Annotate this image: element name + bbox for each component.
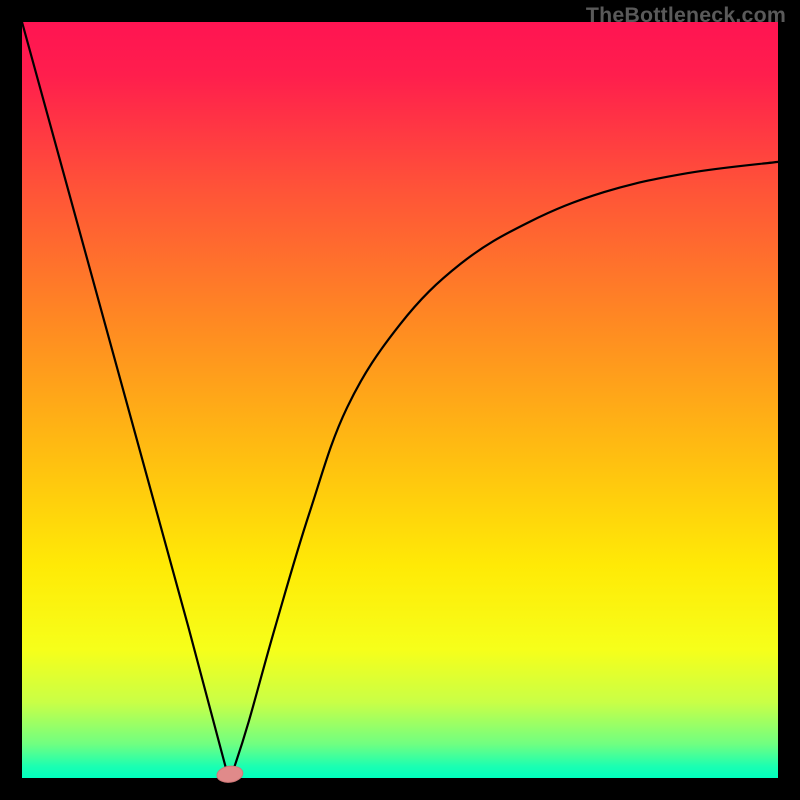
chart-stage: TheBottleneck.com xyxy=(0,0,800,800)
chart-gradient-panel xyxy=(22,22,778,778)
bottleneck-chart xyxy=(0,0,800,800)
watermark-text: TheBottleneck.com xyxy=(586,3,786,28)
